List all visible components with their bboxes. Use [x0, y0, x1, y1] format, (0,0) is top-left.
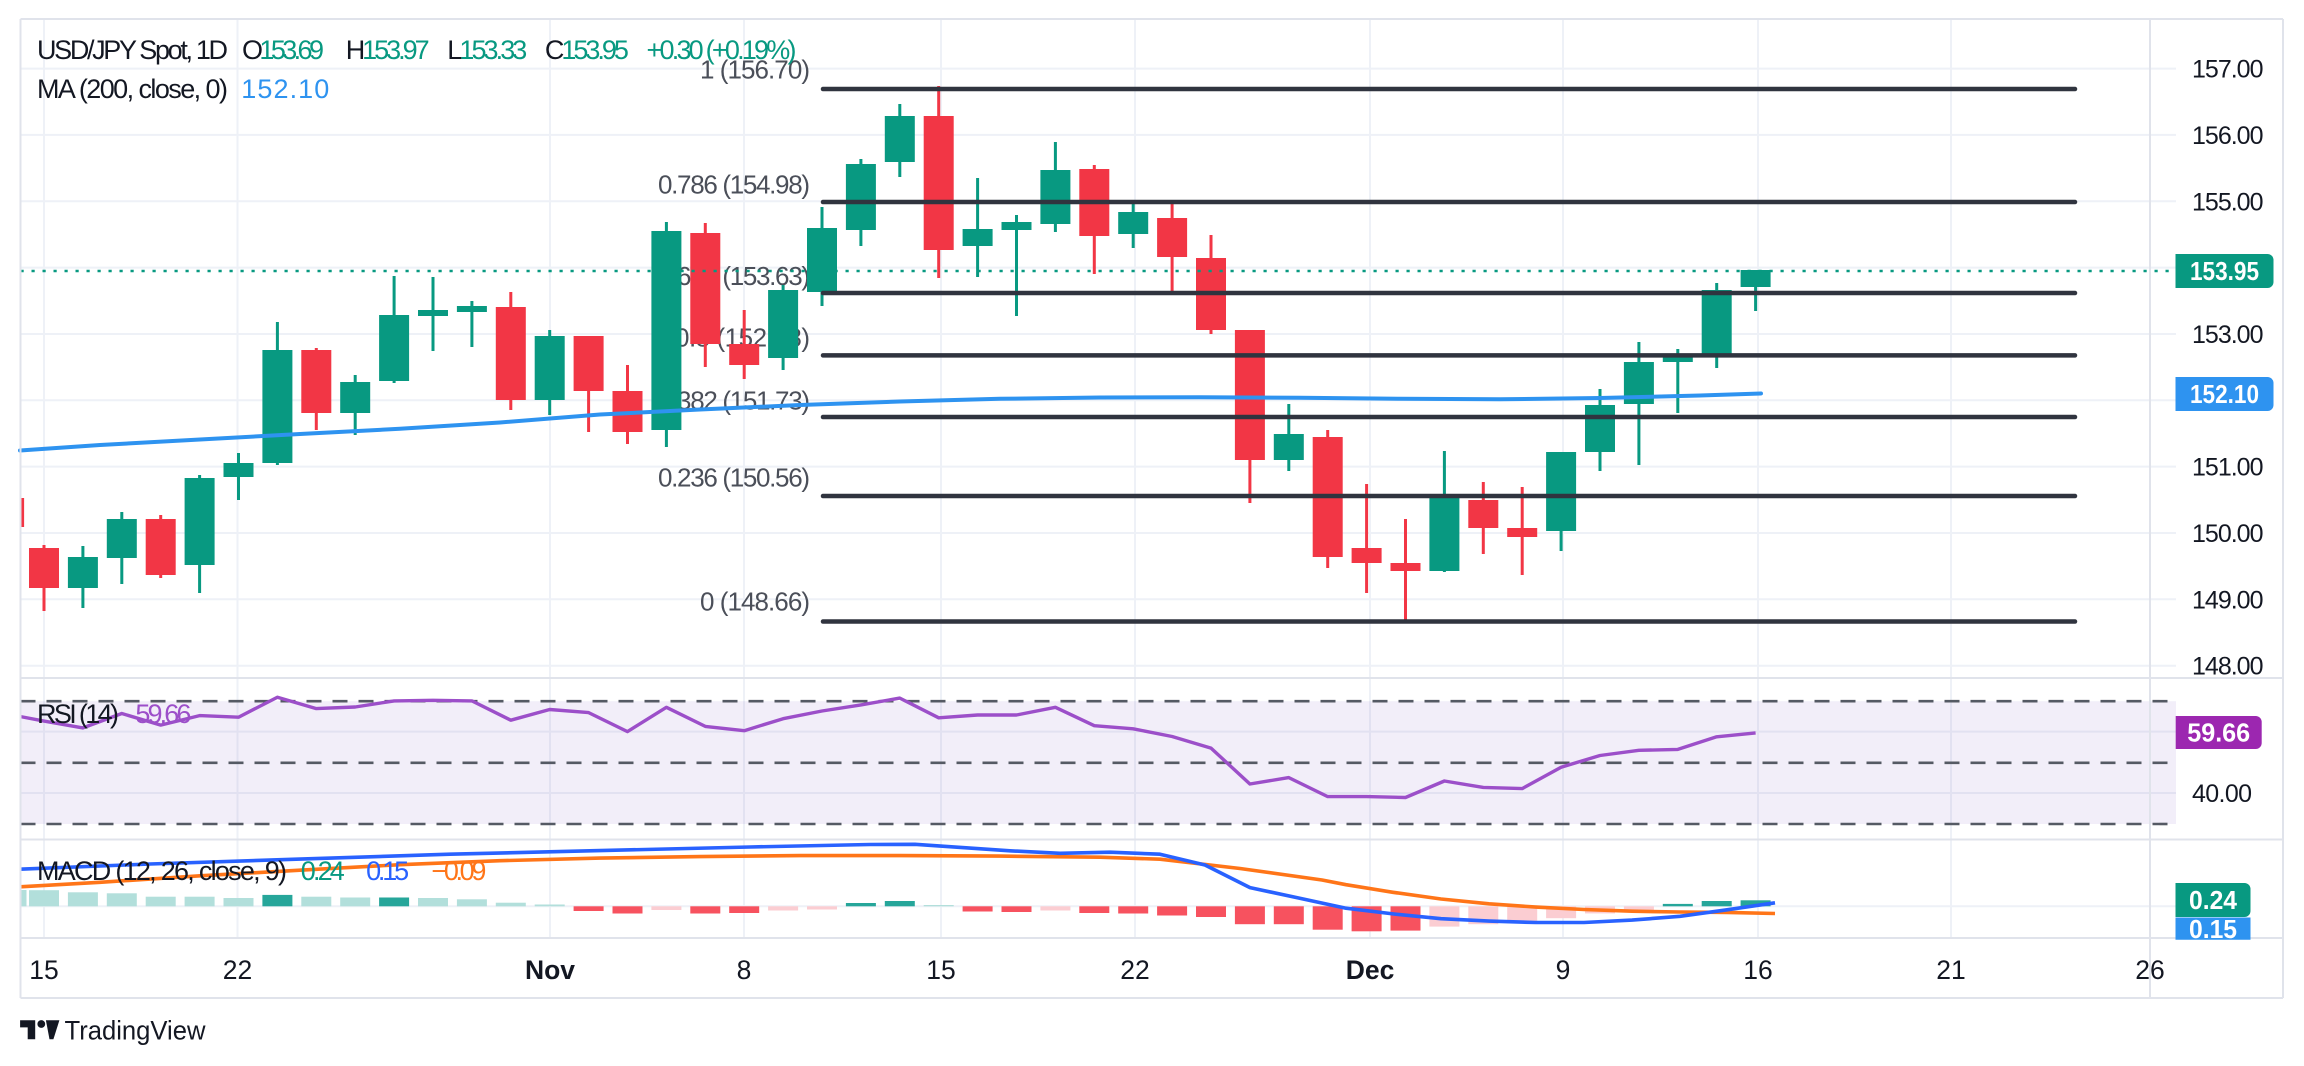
svg-text:H153.97: H153.97 [346, 35, 430, 65]
svg-text:RSI (14): RSI (14) [37, 699, 119, 729]
svg-text:0.786 (154.98): 0.786 (154.98) [658, 170, 810, 200]
svg-text:Dec: Dec [1346, 955, 1395, 985]
svg-text:L153.33: L153.33 [447, 35, 527, 65]
svg-text:26: 26 [2135, 955, 2164, 985]
svg-text:0.618 (153.63): 0.618 (153.63) [658, 261, 810, 291]
svg-text:59.66: 59.66 [2187, 720, 2250, 748]
svg-text:153.00: 153.00 [2192, 321, 2264, 349]
svg-text:C153.95: C153.95 [545, 35, 629, 65]
svg-text:156.00: 156.00 [2192, 122, 2264, 150]
svg-text:148.00: 148.00 [2192, 653, 2264, 681]
svg-text:40.00: 40.00 [2192, 780, 2252, 808]
svg-text:0.24: 0.24 [301, 856, 345, 886]
svg-text:+0.30 (+0.19%): +0.30 (+0.19%) [647, 35, 797, 65]
svg-text:16: 16 [1743, 955, 1772, 985]
svg-text:22: 22 [1120, 955, 1149, 985]
svg-text:155.00: 155.00 [2192, 188, 2264, 216]
svg-text:151.00: 151.00 [2192, 454, 2264, 482]
svg-text:−0.09: −0.09 [431, 856, 486, 886]
svg-text:8: 8 [737, 955, 752, 985]
svg-text:15: 15 [29, 955, 58, 985]
svg-text:O153.69: O153.69 [242, 35, 324, 65]
svg-text:157.00: 157.00 [2192, 56, 2264, 84]
svg-text:0.15: 0.15 [366, 856, 409, 886]
svg-text:MA (200, close, 0): MA (200, close, 0) [37, 74, 228, 104]
svg-text:22: 22 [223, 955, 252, 985]
svg-text:0.24: 0.24 [2189, 887, 2238, 915]
svg-text:USD/JPY Spot, 1D: USD/JPY Spot, 1D [37, 35, 228, 65]
svg-text:TradingView: TradingView [65, 1016, 206, 1046]
svg-text:149.00: 149.00 [2192, 586, 2264, 614]
svg-text:150.00: 150.00 [2192, 520, 2264, 548]
svg-text:0 (148.66): 0 (148.66) [700, 587, 810, 617]
svg-text:152.10: 152.10 [2190, 381, 2259, 409]
svg-text:0.236 (150.56): 0.236 (150.56) [658, 463, 810, 493]
svg-text:MACD (12, 26, close, 9): MACD (12, 26, close, 9) [37, 856, 287, 886]
svg-text:Nov: Nov [525, 955, 575, 985]
svg-text:1 (156.70): 1 (156.70) [700, 55, 810, 85]
svg-text:153.95: 153.95 [2190, 258, 2259, 286]
svg-text:21: 21 [1936, 955, 1965, 985]
svg-text:152.10: 152.10 [241, 74, 329, 104]
svg-text:59.66: 59.66 [135, 699, 191, 729]
svg-text:9: 9 [1556, 955, 1571, 985]
svg-text:0.15: 0.15 [2189, 916, 2237, 944]
svg-text:15: 15 [926, 955, 955, 985]
